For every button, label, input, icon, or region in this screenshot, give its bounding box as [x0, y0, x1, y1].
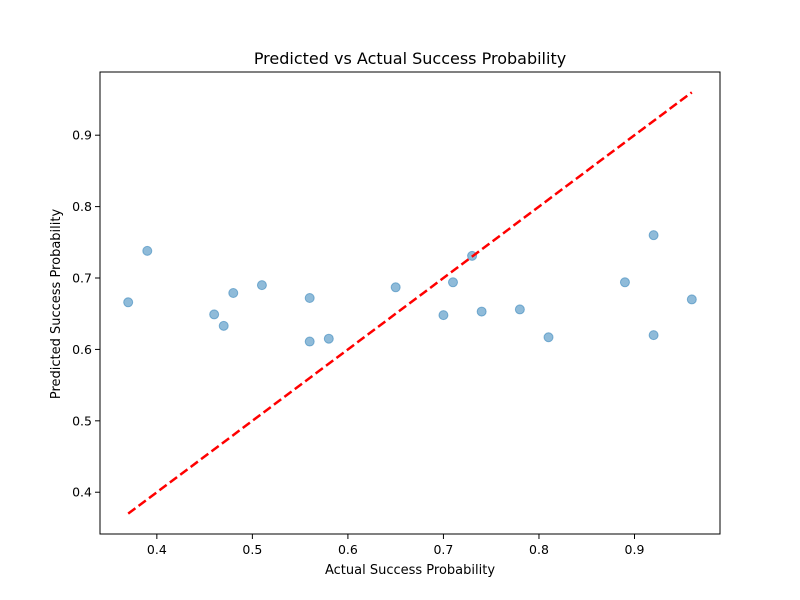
data-point: [390, 282, 401, 293]
x-axis-ticks: 0.4 0.5 0.6 0.7 0.8 0.9: [147, 534, 645, 557]
data-point: [476, 306, 487, 317]
y-axis-label: Predicted Success Probability: [49, 209, 64, 400]
data-point: [686, 294, 697, 305]
x-tick-label: 0.8: [529, 542, 549, 557]
data-point: [142, 245, 153, 256]
data-point: [619, 277, 630, 288]
x-tick-label: 0.5: [242, 542, 262, 557]
y-tick-label: 0.7: [72, 271, 92, 286]
data-point: [256, 280, 267, 291]
x-tick-label: 0.6: [338, 542, 358, 557]
y-tick-label: 0.4: [72, 485, 92, 500]
x-tick-label: 0.4: [147, 542, 167, 557]
data-point: [648, 330, 659, 341]
data-point: [438, 310, 449, 321]
axes-frame: [99, 71, 721, 535]
x-tick-label: 0.9: [625, 542, 645, 557]
x-tick-label: 0.7: [433, 542, 453, 557]
data-point: [304, 293, 315, 304]
y-tick-label: 0.5: [72, 413, 92, 428]
y-tick-label: 0.8: [72, 199, 92, 214]
data-point: [123, 297, 134, 308]
reference-line: [127, 91, 693, 515]
data-point: [323, 333, 334, 344]
data-point: [218, 320, 229, 331]
chart-title: Predicted vs Actual Success Probability: [254, 49, 566, 68]
data-point: [514, 304, 525, 315]
data-point: [304, 336, 315, 347]
y-axis-ticks: 0.4 0.5 0.6 0.7 0.8 0.9: [72, 128, 100, 500]
data-point: [648, 230, 659, 241]
y-tick-label: 0.6: [72, 342, 92, 357]
data-point: [209, 309, 220, 320]
x-axis-label: Actual Success Probability: [325, 563, 495, 578]
y-tick-label: 0.9: [72, 128, 92, 143]
data-point: [228, 288, 239, 299]
data-point: [543, 332, 554, 343]
data-point: [447, 277, 458, 288]
plot-area: [99, 71, 721, 535]
